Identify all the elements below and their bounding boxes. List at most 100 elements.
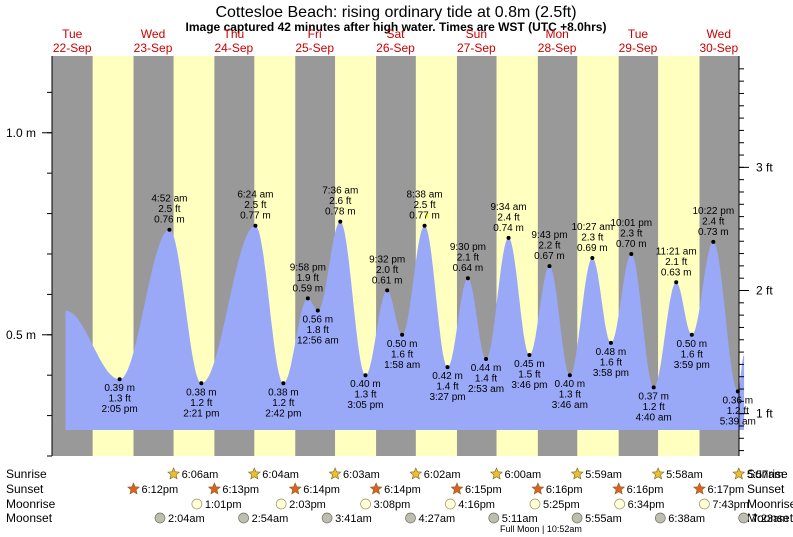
moonset-icon xyxy=(238,512,249,524)
tide-extreme-dot xyxy=(281,381,286,386)
tide-label-high: 0.63 m xyxy=(661,267,692,278)
tide-label-high: 2.2 ft xyxy=(538,241,560,252)
tide-label-low: 1.8 ft xyxy=(307,325,329,336)
day-label-name: Fri xyxy=(308,27,322,41)
day-label-date: 28-Sep xyxy=(538,41,577,55)
tide-label-low: 1.2 ft xyxy=(190,398,212,409)
row-event-time: 6:14pm xyxy=(384,484,421,496)
row-event-time: 5:57am xyxy=(747,469,784,481)
day-label-date: 24-Sep xyxy=(215,41,254,55)
tide-label-low: 0.40 m xyxy=(555,379,586,390)
tide-label-low: 1.6 ft xyxy=(391,349,413,360)
row-label-right: Moonset xyxy=(747,511,793,525)
tide-label-high: 1.9 ft xyxy=(297,273,319,284)
tide-label-low: 0.56 m xyxy=(303,315,334,326)
tide-label-low: 0.45 m xyxy=(514,359,545,370)
tide-label-low: 4:40 am xyxy=(636,412,672,423)
tide-label-high: 9:58 pm xyxy=(290,262,326,273)
day-label-name: Sat xyxy=(386,27,405,41)
tide-extreme-dot xyxy=(629,251,634,256)
day-label-date: 25-Sep xyxy=(295,41,334,55)
tide-label-low: 3:59 pm xyxy=(674,360,710,371)
tide-extreme-dot xyxy=(385,288,390,293)
tide-label-low: 3:58 pm xyxy=(593,368,629,379)
chart-title: Cottesloe Beach: rising ordinary tide at… xyxy=(215,4,576,21)
tide-label-low: 2:53 am xyxy=(468,384,504,395)
moonset-icon xyxy=(488,512,500,524)
day-label-date: 22-Sep xyxy=(53,41,92,55)
sunrise-icon xyxy=(409,467,423,480)
row-label-left: Sunset xyxy=(6,482,44,496)
tide-label-low: 1.5 ft xyxy=(518,369,540,380)
tide-label-high: 2.4 ft xyxy=(497,212,519,223)
tide-label-high: 6:24 am xyxy=(237,190,273,201)
tide-extreme-dot xyxy=(547,264,552,269)
tide-label-low: 2:21 pm xyxy=(183,408,219,419)
chart-subtitle: Image captured 42 minutes after high wat… xyxy=(186,20,607,34)
day-label-date: 29-Sep xyxy=(619,41,658,55)
tide-label-low: 1.6 ft xyxy=(681,349,703,360)
sunrise-icon xyxy=(732,467,746,480)
tide-label-high: 11:21 am xyxy=(656,246,697,257)
tide-label-low: 3:46 am xyxy=(552,400,588,411)
tide-label-low: 5:39 am xyxy=(720,416,756,427)
row-event-time: 3:08pm xyxy=(374,499,411,511)
tide-label-high: 2.4 ft xyxy=(702,216,724,227)
tide-label-high: 0.73 m xyxy=(698,227,729,238)
tide-extreme-dot xyxy=(338,219,343,224)
row-event-time: 6:38am xyxy=(668,513,705,525)
day-label-name: Tue xyxy=(628,27,649,41)
sunrise-icon xyxy=(570,467,584,480)
day-label-name: Tue xyxy=(62,27,83,41)
tide-label-low: 3:46 pm xyxy=(511,380,547,391)
tide-extreme-dot xyxy=(167,227,172,232)
row-event-time: 6:34pm xyxy=(628,499,665,511)
tide-label-low: 1.4 ft xyxy=(475,374,497,385)
tide-label-low: 3:27 pm xyxy=(429,392,465,403)
tide-label-high: 0.69 m xyxy=(577,243,608,254)
row-event-time: 6:04am xyxy=(262,469,299,481)
tide-label-low: 1.3 ft xyxy=(559,390,581,401)
tide-label-low: 0.37 m xyxy=(638,391,669,402)
tide-extreme-dot xyxy=(735,389,740,394)
tide-label-high: 0.64 m xyxy=(453,263,484,274)
tide-label-low: 1.2 ft xyxy=(727,406,749,417)
tide-label-low: 2:42 pm xyxy=(265,408,301,419)
row-event-time: 5:11am xyxy=(502,513,538,525)
tide-extreme-dot xyxy=(711,239,716,244)
row-label-left: Moonset xyxy=(6,511,53,525)
row-event-time: 4:27am xyxy=(418,513,455,525)
sunset-icon xyxy=(612,482,626,495)
tide-label-high: 0.77 m xyxy=(409,211,440,222)
day-label-date: 30-Sep xyxy=(699,41,738,55)
row-event-time: 6:15pm xyxy=(465,484,502,496)
moonset-icon xyxy=(405,512,416,524)
tide-label-low: 0.40 m xyxy=(350,379,381,390)
row-event-time: 6:16pm xyxy=(627,484,664,496)
tide-label-high: 0.67 m xyxy=(534,251,565,262)
tide-label-low: 0.36 m xyxy=(723,395,754,406)
row-event-time: 1:01pm xyxy=(205,499,242,511)
tide-label-low: 0.50 m xyxy=(387,339,418,350)
day-label-date: 26-Sep xyxy=(376,41,415,55)
row-event-time: 3:41am xyxy=(335,513,372,525)
sunrise-icon xyxy=(328,467,342,480)
tide-extreme-dot xyxy=(506,235,511,240)
moonrise-icon xyxy=(191,498,203,510)
sunrise-icon xyxy=(247,467,261,480)
tide-label-high: 2.5 ft xyxy=(158,204,180,215)
tide-label-high: 2.5 ft xyxy=(413,200,435,211)
sunrise-icon xyxy=(651,467,665,480)
tide-extreme-dot xyxy=(253,223,258,228)
y-tick-label-m: 1.0 m xyxy=(6,126,36,140)
tide-extreme-dot xyxy=(651,385,656,390)
tide-curve xyxy=(65,221,745,430)
row-label-left: Moonrise xyxy=(6,497,56,511)
row-event-time: 6:16pm xyxy=(546,484,583,496)
tide-extreme-dot xyxy=(315,308,320,313)
moonset-icon xyxy=(571,512,583,524)
y-tick-label-ft: 2 ft xyxy=(756,284,773,298)
moonset-icon xyxy=(738,512,749,524)
